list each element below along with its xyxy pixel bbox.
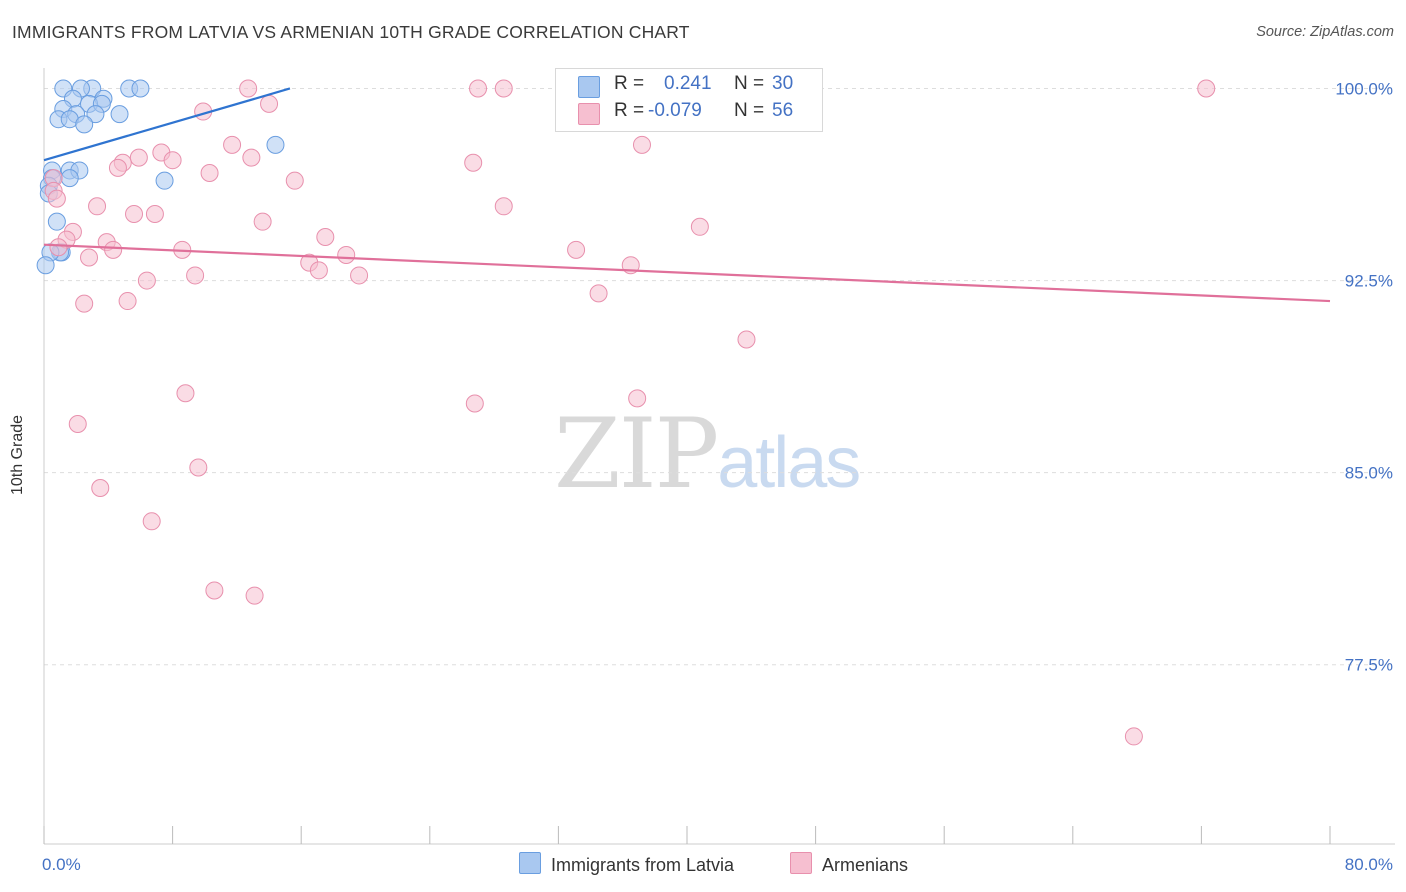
legend-swatch-armenians <box>790 852 812 874</box>
x-tick-label: 0.0% <box>42 855 81 874</box>
latvia-point <box>75 115 94 134</box>
latvia-trend-line <box>43 87 291 162</box>
stats-swatch-latvia <box>578 76 600 98</box>
stats-row-latvia: R = 0.241 N = 30 <box>556 73 822 99</box>
armenian-point <box>68 414 87 433</box>
latvia-point <box>47 212 66 231</box>
armenian-point <box>589 284 608 303</box>
armenian-point <box>142 512 161 531</box>
armenian-point <box>242 148 261 167</box>
latvia-point <box>266 135 285 154</box>
armenian-point <box>118 292 137 311</box>
armenian-point <box>125 204 144 223</box>
stats-r-value: -0.079 <box>648 100 702 121</box>
stats-n-value: 56 <box>772 100 794 121</box>
latvia-point <box>131 79 150 98</box>
stats-r-label: R = <box>614 73 645 94</box>
legend-label-armenians: Armenians <box>822 855 909 875</box>
armenian-trend-line <box>43 243 1331 303</box>
armenian-point <box>350 266 369 285</box>
armenian-point <box>309 261 328 280</box>
armenian-point <box>316 228 335 247</box>
chart-title: IMMIGRANTS FROM LATVIA VS ARMENIAN 10TH … <box>12 22 690 42</box>
stats-box: R = 0.241 N = 30 R = -0.079 N = 56 <box>555 68 823 132</box>
latvia-point <box>36 256 55 275</box>
stats-n-value: 30 <box>772 73 794 94</box>
y-tick-label: 100.0% <box>1335 79 1393 98</box>
armenian-point <box>737 330 756 349</box>
armenian-point <box>47 189 66 208</box>
armenian-point <box>137 271 156 290</box>
armenian-point <box>1124 727 1143 746</box>
armenian-point <box>200 164 219 183</box>
armenian-point <box>239 79 258 98</box>
armenian-point <box>253 212 272 231</box>
armenian-point <box>88 197 107 216</box>
armenian-point <box>465 394 484 413</box>
armenian-point <box>186 266 205 285</box>
armenian-point <box>176 384 195 403</box>
legend-item-latvia: Immigrants from Latvia <box>519 852 734 876</box>
armenian-point <box>80 248 99 267</box>
armenian-point <box>337 245 356 264</box>
x-tick-label: 80.0% <box>1345 855 1393 874</box>
armenian-point <box>632 135 651 154</box>
source-credit: Source: ZipAtlas.com <box>1256 24 1394 40</box>
armenian-point <box>223 135 242 154</box>
armenian-point <box>494 197 513 216</box>
armenian-point <box>260 94 279 113</box>
armenian-point <box>205 581 224 600</box>
armenian-point <box>1197 79 1216 98</box>
stats-row-armenians: R = -0.079 N = 56 <box>556 100 822 126</box>
y-tick-label: 77.5% <box>1345 656 1393 675</box>
armenian-point <box>129 148 148 167</box>
stats-r-value: 0.241 <box>664 73 712 94</box>
armenian-point <box>91 479 110 498</box>
armenian-point <box>567 240 586 259</box>
latvia-point <box>86 105 105 124</box>
stats-swatch-armenians <box>578 103 600 125</box>
armenian-point <box>104 240 123 259</box>
latvia-point <box>60 169 79 188</box>
latvia-point <box>110 105 129 124</box>
latvia-point <box>155 171 174 190</box>
stats-n-label: N = <box>734 73 765 94</box>
armenian-point <box>464 153 483 172</box>
armenian-point <box>628 389 647 408</box>
y-tick-label: 85.0% <box>1345 464 1393 483</box>
legend-item-armenians: Armenians <box>790 852 908 876</box>
stats-r-label: R = <box>614 100 645 121</box>
armenian-point <box>494 79 513 98</box>
y-tick-label: 92.5% <box>1345 272 1393 291</box>
armenian-point <box>75 294 94 313</box>
armenian-point <box>145 204 164 223</box>
armenian-point <box>108 158 127 177</box>
armenian-point <box>189 458 208 477</box>
stats-n-label: N = <box>734 100 765 121</box>
armenian-point <box>163 151 182 170</box>
armenian-point <box>690 217 709 236</box>
armenian-point <box>469 79 488 98</box>
legend-swatch-latvia <box>519 852 541 874</box>
armenian-point <box>285 171 304 190</box>
armenian-point <box>245 586 264 605</box>
armenian-point <box>49 238 68 257</box>
legend-label-latvia: Immigrants from Latvia <box>551 855 735 875</box>
